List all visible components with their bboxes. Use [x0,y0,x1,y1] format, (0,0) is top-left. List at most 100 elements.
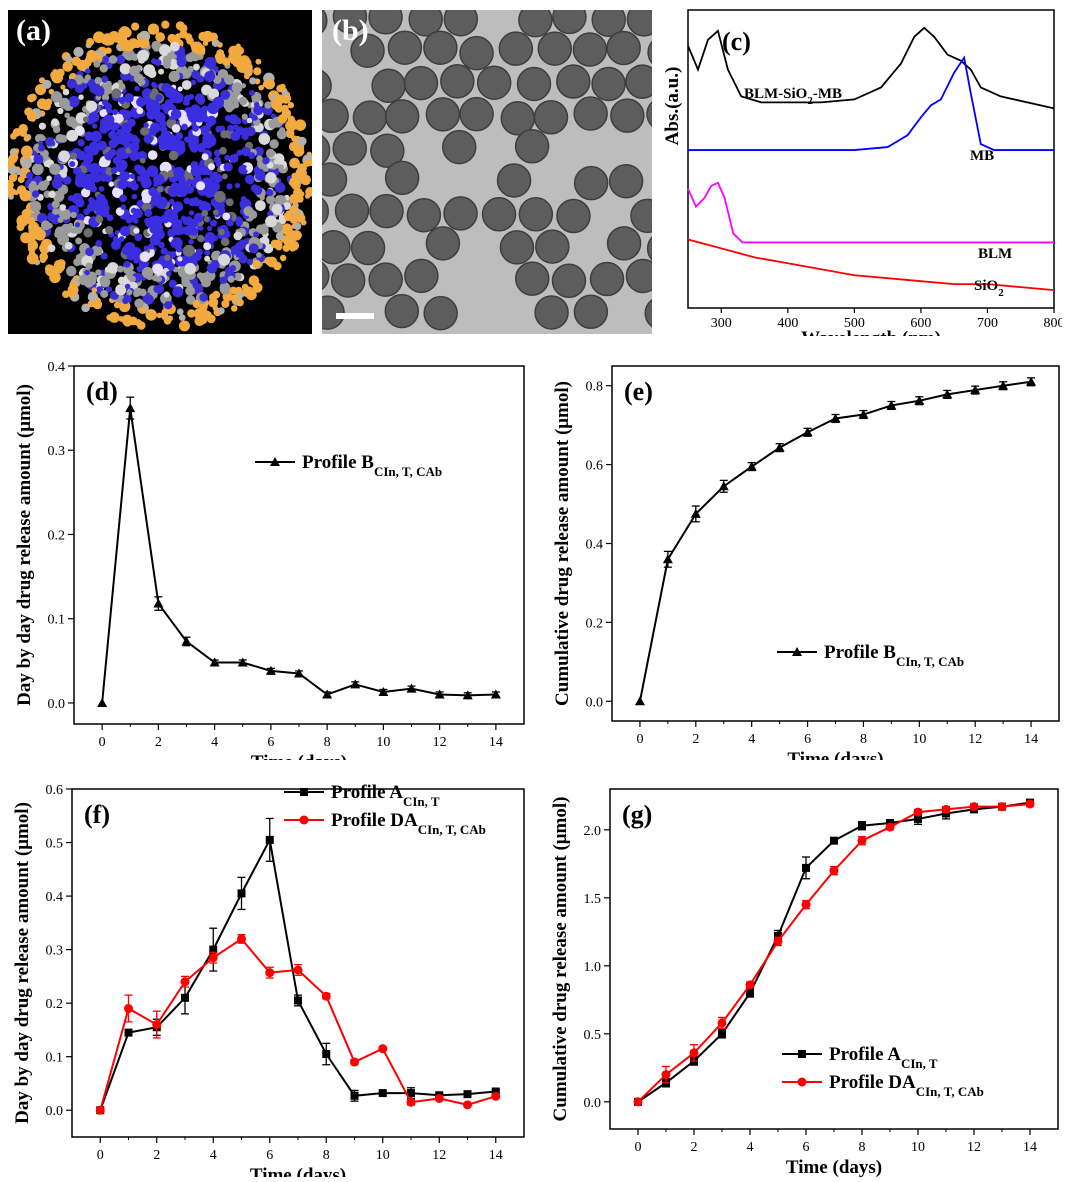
particle-dot [86,37,95,46]
particle-dot [62,61,73,72]
particle-dot [66,129,79,142]
particle-dot [188,238,194,245]
particle-dot [148,243,155,250]
particle-dot [38,181,48,191]
particle-dot [98,186,105,192]
particle-dot [172,202,179,209]
particle-dot [88,197,95,204]
panel-c-absorbance-chart: 300 400 500 600 700 800 Wavelength (nm) Abs.(a.… [658,6,1065,349]
x-tick-label: 600 [910,316,931,331]
particle-dot [213,173,223,183]
particle-dot [264,256,273,266]
particle-dot [59,134,68,143]
particle-dot [39,256,47,264]
particle-dot [287,101,295,109]
particle-dot [85,262,93,270]
y-tick-label: 0.6 [46,783,64,798]
particle-dot [278,164,284,171]
particle-dot [141,266,154,279]
silica-sphere [322,261,330,291]
particle-dot [87,143,100,156]
silica-sphere [406,197,442,233]
daily-release-chart-svg: 0 2 4 6 8 10 12 14 0.0 0.1 0.2 0.3 0.4 Time (days) Day… [14,360,525,773]
particle-dot [38,122,46,130]
particle-dot [126,251,136,261]
x-tick-label: 14 [1024,732,1038,747]
particle-dot [136,107,144,115]
data-point [181,993,189,1002]
x-tick-label: 12 [432,1148,446,1163]
data-point [970,385,981,395]
x-tick-label: 8 [860,732,867,747]
particle-dot [238,164,249,175]
x-tick-label: 10 [376,1148,390,1163]
particle-dot [116,265,124,273]
data-point [661,1070,671,1080]
particle-dot [95,215,104,224]
data-point [322,689,333,699]
particle-dot [108,181,115,187]
silica-sphere [322,162,348,197]
silica-sphere [514,129,550,164]
particle-dot [238,96,248,106]
particle-dot [136,97,146,108]
data-point [463,1100,472,1110]
data-point [407,1089,415,1098]
particle-dot [178,314,186,322]
particle-dot [168,279,177,288]
particle-dot [210,219,217,227]
particle-dot [104,266,111,273]
particle-dot [236,298,244,307]
particle-dot [101,75,109,83]
particle-dot [176,57,187,68]
particle-dot [185,286,195,296]
data-point [491,1087,500,1096]
particle-dot [103,114,115,126]
particle-dot [112,186,124,198]
particle-dot [227,275,235,283]
particle-dot [166,270,172,277]
data-point [717,1018,727,1028]
particle-dot [206,225,213,232]
particle-dot [176,308,184,315]
particle-dot [91,245,103,256]
particle-dot [141,171,148,179]
particle-dot [228,45,240,57]
particle-dot [66,78,77,89]
silica-sphere [610,98,645,133]
silica-sphere [443,10,479,37]
data-point [914,814,922,823]
particle-dot [241,146,251,157]
data-point [718,1029,726,1038]
silica-sphere [644,298,652,328]
silica-sphere [330,263,366,298]
particle-dot [40,149,49,159]
particle-dot [65,265,77,277]
data-point [208,953,218,963]
particle-dot [118,133,130,146]
particle-dot [106,214,114,222]
particle-dot [252,282,263,293]
spectrum-label: SiO2 [974,278,1004,299]
particle-dot [12,173,18,179]
plot-frame [687,9,1055,309]
silica-sphere [606,226,642,261]
silica-sphere [352,100,388,135]
particle-dot [220,237,230,247]
data-point [237,657,248,667]
data-point [745,980,755,990]
x-axis-title: Wavelength (nm) [801,328,941,336]
particle-dot [221,299,230,308]
particle-dot [134,233,143,242]
particle-dot [167,169,175,178]
data-point [997,802,1007,812]
particle-dot [277,114,288,124]
y-tick-label: 0.4 [586,538,604,553]
particle-dot [203,216,210,222]
particle-dot [52,208,59,215]
particle-dot [226,218,234,227]
data-point [746,989,754,997]
particle-dot [179,30,188,39]
particle-dot [58,150,70,163]
particle-dot [169,41,180,52]
